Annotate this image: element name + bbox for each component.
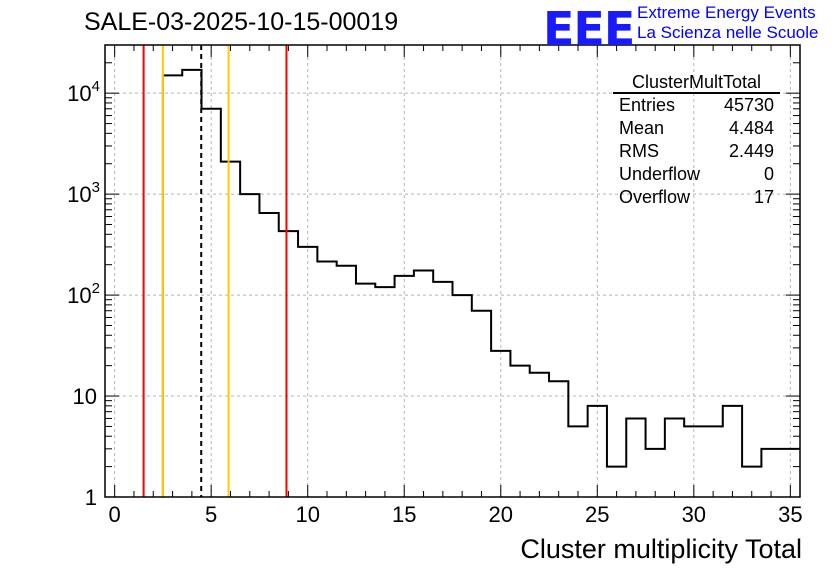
- stats-row-rms: RMS 2.449: [613, 140, 780, 163]
- stats-value: 4.484: [728, 118, 774, 138]
- stats-value: 17: [753, 187, 774, 207]
- y-tick-label: 104: [67, 78, 100, 106]
- eee-logo: EEE: [543, 2, 635, 56]
- x-tick-label: 0: [109, 502, 121, 527]
- y-tick-label: 103: [67, 179, 100, 207]
- brand-line-1: Extreme Energy Events: [637, 3, 816, 22]
- stats-row-underflow: Underflow 0: [613, 163, 780, 186]
- x-axis-label: Cluster multiplicity Total: [520, 534, 802, 564]
- x-tick-label: 20: [489, 502, 513, 527]
- y-tick-label: 10: [73, 384, 97, 409]
- stats-row-entries: Entries 45730: [613, 94, 780, 117]
- stats-label: RMS: [619, 141, 659, 161]
- stats-label: Entries: [619, 95, 676, 115]
- x-tick-label: 15: [392, 502, 416, 527]
- stats-label: Overflow: [619, 187, 691, 207]
- brand-line-2: La Scienza nelle Scuole: [637, 23, 819, 42]
- chart-title: SALE-03-2025-10-15-00019: [84, 8, 399, 36]
- stats-title: ClusterMultTotal: [613, 72, 780, 94]
- histogram-line: [161, 68, 800, 497]
- x-tick-label: 25: [585, 502, 609, 527]
- stats-label: Mean: [619, 118, 665, 138]
- stats-row-overflow: Overflow 17: [613, 186, 780, 209]
- stats-label: Underflow: [619, 164, 701, 184]
- stats-value: 2.449: [728, 141, 774, 161]
- x-tick-label: 30: [682, 502, 706, 527]
- y-tick-label: 1: [85, 485, 97, 510]
- x-tick-label: 10: [295, 502, 319, 527]
- x-tick-label: 35: [778, 502, 802, 527]
- stats-box: ClusterMultTotal Entries 45730 Mean 4.484 …: [613, 72, 780, 209]
- x-tick-label: 5: [205, 502, 217, 527]
- stats-value: 45730: [723, 95, 774, 115]
- stats-row-mean: Mean 4.484: [613, 117, 780, 140]
- stats-value: 0: [763, 164, 774, 184]
- y-tick-label: 102: [67, 280, 100, 308]
- plot-frame: [104, 44, 801, 498]
